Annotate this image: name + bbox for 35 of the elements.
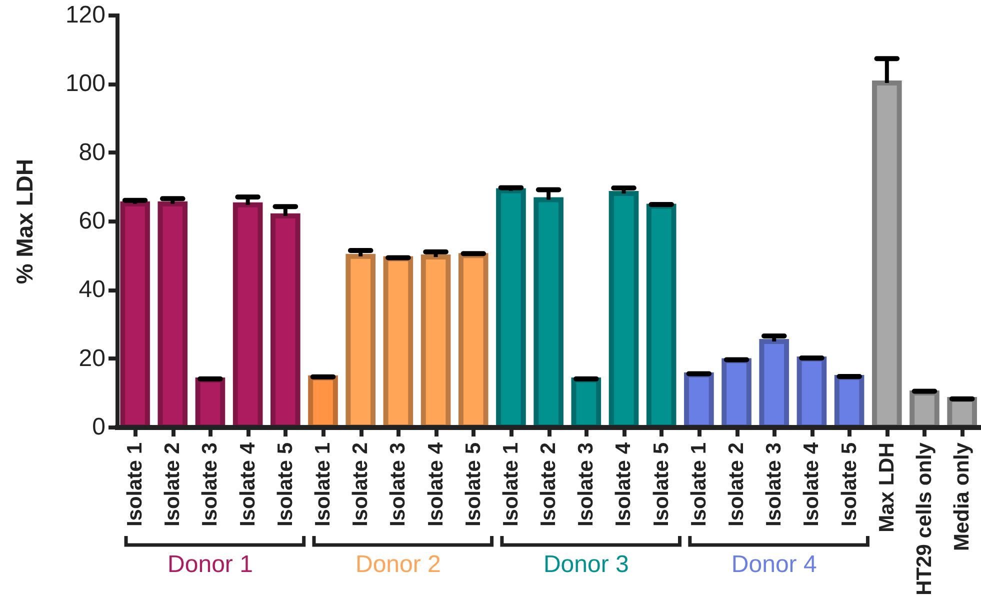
x-tick-label: Isolate 1 — [312, 442, 335, 527]
x-tick-label: Isolate 3 — [574, 442, 598, 527]
y-tick-label: 120 — [65, 2, 106, 28]
y-tick-label: 20 — [78, 344, 106, 372]
text: Donor 3 — [543, 551, 629, 578]
x-tick-label: HT29 cells only — [912, 442, 936, 596]
y-axis-title: % Max LDH — [11, 158, 38, 284]
x-tick-label: Isolate 2 — [349, 442, 372, 527]
x-tick-label: Isolate 4 — [800, 442, 824, 527]
x-tick-label: Isolate 3 — [198, 442, 222, 527]
x-tick-label: Media only — [950, 442, 974, 552]
x-tick-label: Isolate 4 — [424, 442, 448, 527]
y-tick-label: 60 — [78, 208, 106, 234]
x-tick-label: Isolate 1 — [124, 442, 147, 527]
x-tick-label: Isolate 1 — [687, 442, 710, 527]
x-tick-label: Isolate 1 — [499, 442, 522, 527]
x-tick-label: Max LDH — [875, 442, 898, 532]
y-tick-label: 100 — [65, 70, 106, 98]
x-tick-label: Isolate 2 — [725, 442, 748, 527]
x-tick-label: Isolate 5 — [650, 442, 673, 527]
x-tick-label: Isolate 5 — [838, 442, 861, 527]
x-tick-label: Isolate 4 — [236, 442, 260, 527]
x-tick-label: Isolate 4 — [612, 442, 636, 527]
x-tick-label: Isolate 3 — [386, 442, 410, 527]
text: Donor 4 — [731, 551, 817, 578]
y-tick-label: 40 — [78, 276, 106, 304]
x-tick-label: Isolate 5 — [274, 442, 297, 527]
x-tick-label: Isolate 3 — [762, 442, 786, 527]
text: Donor 1 — [168, 551, 253, 578]
x-tick-label: Isolate 2 — [537, 442, 560, 527]
text: Donor 2 — [356, 551, 441, 578]
y-tick-label: 0 — [92, 414, 106, 440]
x-tick-label: Isolate 2 — [161, 442, 184, 527]
x-tick-label: Isolate 5 — [462, 442, 485, 527]
y-tick-label: 80 — [78, 138, 106, 166]
